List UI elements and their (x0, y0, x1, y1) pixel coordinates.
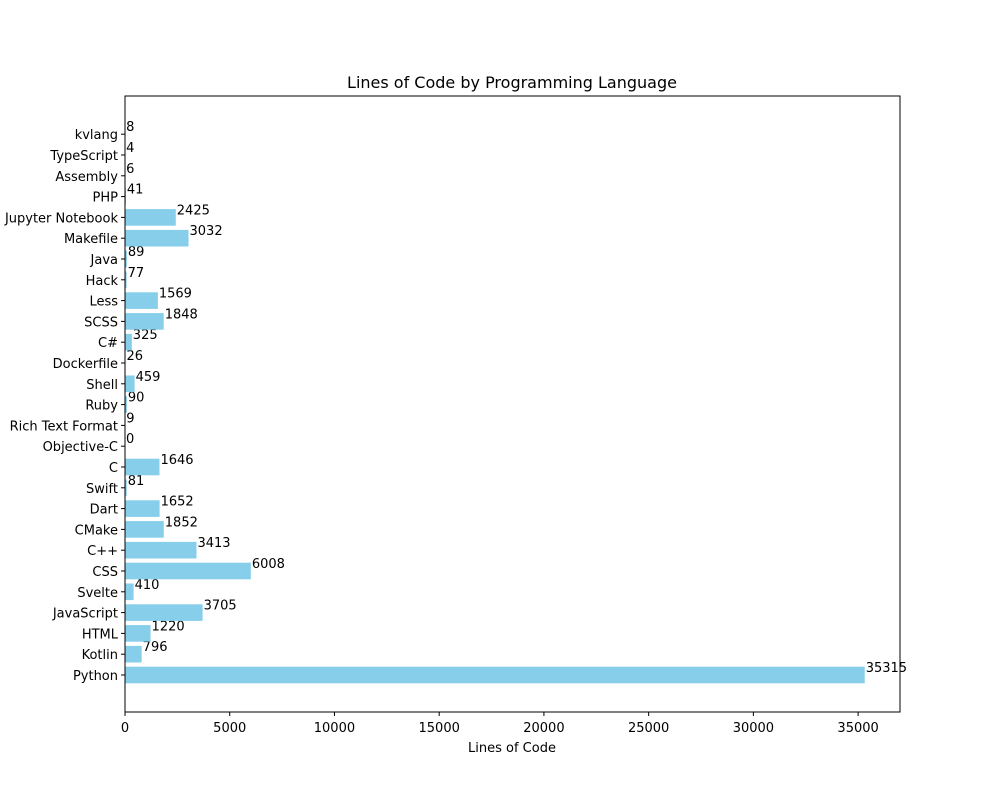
bar (125, 396, 127, 413)
bar (125, 625, 151, 642)
y-tick-label: Kotlin (82, 648, 118, 663)
y-tick-label: Rich Text Format (10, 419, 118, 434)
y-tick-label: CMake (75, 523, 118, 538)
y-tick-label: Swift (86, 482, 118, 497)
y-tick-label: Shell (86, 378, 118, 393)
y-tick-label: Makefile (64, 232, 118, 247)
y-tick-label: Less (89, 295, 118, 310)
y-tick-label: C# (98, 336, 118, 351)
y-tick-label: TypeScript (49, 149, 118, 164)
data-label: 1852 (165, 515, 198, 530)
data-label: 35315 (866, 661, 907, 676)
chart-title: Lines of Code by Programming Language (347, 73, 677, 92)
data-label: 1652 (161, 495, 194, 510)
data-label: 3413 (197, 536, 230, 551)
bar (125, 479, 127, 497)
x-tick-label: 0 (121, 721, 129, 736)
data-label: 6 (126, 162, 134, 177)
data-label: 89 (128, 245, 145, 260)
y-tick-label: CSS (92, 565, 118, 580)
y-tick-label: Objective-C (43, 440, 118, 455)
y-tick-label: Svelte (77, 586, 118, 601)
x-axis-ticks: 0 5000 10000 15000 20000 25000 30000 35000 (121, 712, 879, 736)
data-label: 90 (128, 391, 145, 406)
data-label: 459 (136, 370, 161, 385)
data-label: 9 (126, 411, 134, 426)
data-label: 4 (126, 141, 134, 156)
x-tick-label: 15000 (419, 721, 460, 736)
x-tick-label: 35000 (837, 721, 878, 736)
bar (125, 500, 160, 517)
data-label: 77 (128, 266, 145, 281)
y-tick-label: Hack (86, 274, 119, 289)
bar (125, 562, 251, 580)
data-label: 325 (133, 328, 158, 343)
bar (125, 313, 164, 330)
x-tick-label: 5000 (213, 721, 246, 736)
data-label: 1220 (152, 619, 185, 634)
y-tick-label: PHP (93, 191, 119, 206)
y-tick-label: kvlang (75, 128, 118, 143)
bar (125, 645, 142, 663)
bar (125, 292, 158, 309)
y-tick-label: JavaScript (52, 607, 118, 622)
bar (125, 521, 164, 538)
bar (125, 583, 134, 601)
y-tick-label: Dart (90, 503, 118, 518)
x-axis-title: Lines of Code (468, 741, 556, 756)
bar (125, 604, 203, 621)
y-axis-ticks: PythonKotlinHTMLJavaScriptSvelteCSSC++CM… (4, 128, 125, 684)
y-tick-label: Assembly (55, 170, 118, 185)
bar (125, 271, 127, 289)
data-label: 1848 (165, 307, 198, 322)
data-label: 6008 (252, 557, 285, 572)
y-tick-label: HTML (82, 627, 119, 642)
x-tick-label: 30000 (733, 721, 774, 736)
y-tick-label: C (109, 461, 118, 476)
data-label: 410 (135, 578, 160, 593)
y-tick-label: Python (73, 669, 118, 684)
bar (125, 333, 132, 351)
bar (125, 541, 197, 559)
bar (125, 375, 135, 393)
data-label: 796 (143, 640, 168, 655)
bar (125, 458, 160, 476)
data-label: 2425 (177, 203, 210, 218)
data-label: 3705 (204, 599, 237, 614)
x-tick-label: 20000 (523, 721, 564, 736)
bar (125, 209, 176, 226)
plot-frame (124, 95, 901, 713)
data-label: 1569 (159, 287, 192, 302)
y-tick-label: Jupyter Notebook (4, 211, 119, 226)
bar (125, 250, 127, 268)
data-label: 81 (128, 474, 145, 489)
data-label: 0 (126, 432, 134, 447)
y-tick-label: SCSS (84, 315, 118, 330)
data-label: 1646 (160, 453, 193, 468)
data-label: 8 (126, 120, 134, 135)
y-tick-label: C++ (87, 544, 118, 559)
data-label: 3032 (190, 224, 223, 239)
bars-group: 3531579612203705410600834131852165281164… (125, 120, 907, 684)
x-tick-label: 25000 (628, 721, 669, 736)
y-tick-label: Ruby (85, 399, 118, 414)
bar (125, 229, 189, 247)
y-tick-label: Java (90, 253, 118, 268)
x-tick-label: 10000 (314, 721, 355, 736)
data-label: 26 (127, 349, 144, 364)
data-label: 41 (127, 183, 144, 198)
bar (125, 666, 865, 684)
y-tick-label: Dockerfile (53, 357, 118, 372)
